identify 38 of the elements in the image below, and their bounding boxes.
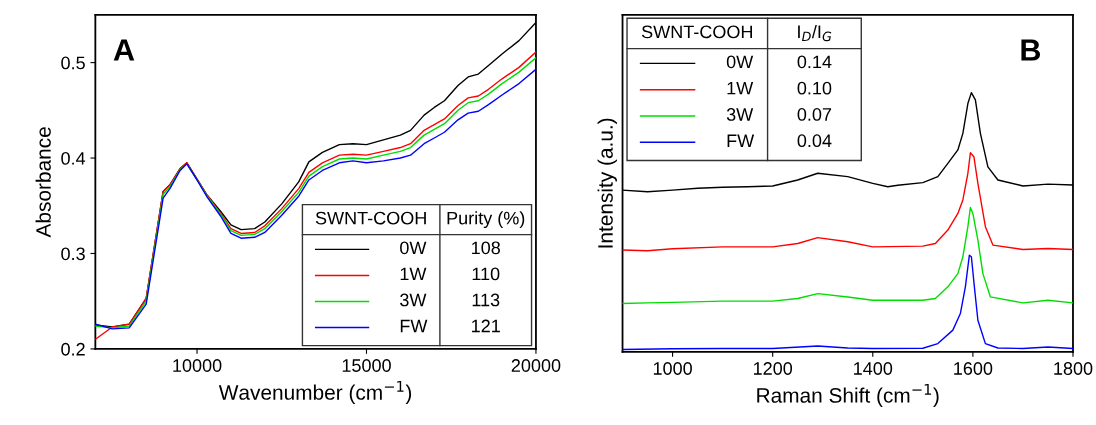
x-tick-label: 15000 xyxy=(342,359,391,372)
annotation: 110 xyxy=(472,267,500,281)
x-tick-label: 10000 xyxy=(173,359,222,372)
y-tick-label: 0.4 xyxy=(61,151,86,165)
legend-label: FW xyxy=(727,134,755,147)
x-axis-title: Wavenumber (cm$^{−1}$) xyxy=(218,381,412,404)
annotation: 108 xyxy=(472,241,500,255)
chart-title: B xyxy=(1021,39,1041,61)
legend-label: 1W xyxy=(727,81,754,95)
annotation: 113 xyxy=(472,293,500,307)
text: A xyxy=(113,39,135,61)
legend-label: 0W xyxy=(726,55,754,69)
legend-title: SWNT-COOH xyxy=(315,211,426,225)
legend-label: 3W xyxy=(726,108,754,121)
y-axis-title: Intensity (a.u.) xyxy=(597,118,617,248)
legend-label: 0W xyxy=(400,241,427,255)
y-tick-label: 0.5 xyxy=(61,56,85,70)
annotation: 0.07 xyxy=(797,108,832,121)
legend-title: SWNT-COOH xyxy=(641,25,752,39)
legend-label: 3W xyxy=(400,293,427,307)
text: I$_{D}$/I$_{G}$ xyxy=(798,24,832,42)
x-axis-title: Raman Shift (cm$^{−1}$) xyxy=(757,384,939,407)
x-tick-label: 1400 xyxy=(854,362,893,375)
text: 0.14 xyxy=(797,55,832,69)
legend-label: FW xyxy=(400,319,428,333)
y-axis-title: Absorbance xyxy=(35,127,51,238)
annotation: 0.10 xyxy=(797,81,832,95)
legend-label: 1W xyxy=(400,267,427,281)
x-tick-label: 20000 xyxy=(511,359,561,372)
x-tick-label: 1200 xyxy=(753,362,793,375)
y-tick-label: 0.2 xyxy=(61,342,85,356)
x-tick-label: 1000 xyxy=(653,362,692,375)
annotation: 0.04 xyxy=(797,134,832,148)
x-tick-label: 1800 xyxy=(1054,362,1093,375)
annotation: 121 xyxy=(472,319,500,333)
y-tick-label: 0.3 xyxy=(61,247,85,261)
x-tick-label: 1600 xyxy=(954,362,993,375)
annotation: Purity (%) xyxy=(447,211,525,229)
